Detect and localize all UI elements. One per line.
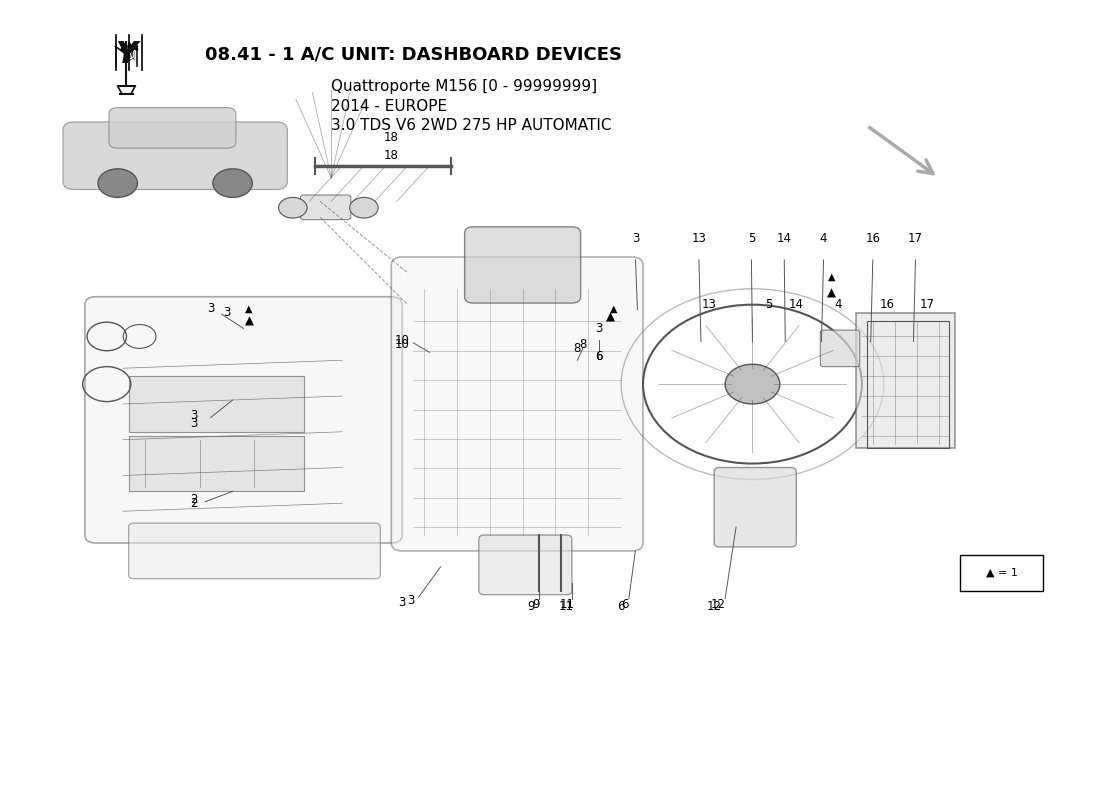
- Text: 12: 12: [706, 600, 722, 613]
- FancyBboxPatch shape: [464, 227, 581, 303]
- Text: 3: 3: [207, 302, 215, 315]
- Text: 8: 8: [574, 342, 581, 355]
- Text: ▲ = 1: ▲ = 1: [986, 568, 1018, 578]
- Circle shape: [350, 198, 378, 218]
- Text: 17: 17: [920, 298, 935, 311]
- FancyBboxPatch shape: [960, 555, 1043, 590]
- FancyBboxPatch shape: [109, 108, 235, 148]
- Text: 8: 8: [579, 338, 586, 351]
- Text: 6: 6: [595, 350, 603, 363]
- Text: 4: 4: [834, 298, 842, 311]
- Text: 6: 6: [620, 598, 628, 610]
- Text: ⚜: ⚜: [117, 41, 141, 69]
- Text: 10: 10: [395, 334, 409, 347]
- Text: ▲: ▲: [245, 304, 253, 314]
- Text: 3: 3: [190, 410, 198, 422]
- FancyBboxPatch shape: [129, 376, 304, 432]
- Text: 16: 16: [866, 232, 880, 245]
- Text: Quattroporte M156 [0 - 99999999]: Quattroporte M156 [0 - 99999999]: [331, 78, 597, 94]
- Text: ▲: ▲: [827, 286, 836, 299]
- FancyBboxPatch shape: [857, 313, 955, 448]
- Text: 08.41 - 1 A/C UNIT: DASHBOARD DEVICES: 08.41 - 1 A/C UNIT: DASHBOARD DEVICES: [206, 46, 623, 63]
- Text: 14: 14: [777, 232, 792, 245]
- Text: ▲: ▲: [827, 272, 835, 282]
- FancyBboxPatch shape: [85, 297, 403, 543]
- Text: Y: Y: [116, 40, 138, 69]
- Text: 13: 13: [692, 232, 706, 245]
- Text: ▲: ▲: [606, 310, 615, 323]
- Text: 6: 6: [617, 600, 625, 613]
- Text: 3: 3: [631, 232, 639, 245]
- Text: 5: 5: [748, 232, 755, 245]
- Text: 14: 14: [789, 298, 804, 311]
- Text: 4: 4: [820, 232, 827, 245]
- FancyBboxPatch shape: [129, 523, 381, 578]
- Text: 3.0 TDS V6 2WD 275 HP AUTOMATIC: 3.0 TDS V6 2WD 275 HP AUTOMATIC: [331, 118, 612, 134]
- Text: 18: 18: [384, 131, 398, 144]
- Text: 9: 9: [532, 598, 539, 610]
- Text: 3: 3: [190, 418, 198, 430]
- Text: 3: 3: [595, 322, 603, 335]
- Text: 3: 3: [223, 306, 231, 319]
- FancyBboxPatch shape: [392, 257, 644, 551]
- FancyBboxPatch shape: [478, 535, 572, 594]
- Text: 18: 18: [384, 149, 398, 162]
- FancyBboxPatch shape: [63, 122, 287, 190]
- Text: 17: 17: [908, 232, 923, 245]
- Circle shape: [98, 169, 138, 198]
- Text: 9: 9: [528, 600, 535, 613]
- Text: 2: 2: [190, 497, 198, 510]
- Text: 6: 6: [595, 350, 603, 363]
- Text: 3: 3: [407, 594, 415, 606]
- Text: 10: 10: [395, 338, 409, 351]
- Text: 16: 16: [880, 298, 894, 311]
- Text: ▲: ▲: [609, 304, 617, 314]
- FancyBboxPatch shape: [821, 330, 860, 366]
- Text: 2: 2: [190, 493, 198, 506]
- Text: ▲: ▲: [244, 314, 253, 327]
- Text: 11: 11: [559, 600, 574, 613]
- Text: 5: 5: [766, 298, 772, 311]
- FancyBboxPatch shape: [129, 436, 304, 491]
- FancyBboxPatch shape: [300, 195, 351, 220]
- Circle shape: [278, 198, 307, 218]
- FancyBboxPatch shape: [714, 467, 796, 547]
- Circle shape: [213, 169, 252, 198]
- Text: 3: 3: [398, 596, 406, 609]
- Text: 13: 13: [702, 298, 716, 311]
- Text: 12: 12: [711, 598, 726, 610]
- Circle shape: [725, 364, 780, 404]
- Text: 11: 11: [560, 598, 575, 610]
- Text: 2014 - EUROPE: 2014 - EUROPE: [331, 98, 448, 114]
